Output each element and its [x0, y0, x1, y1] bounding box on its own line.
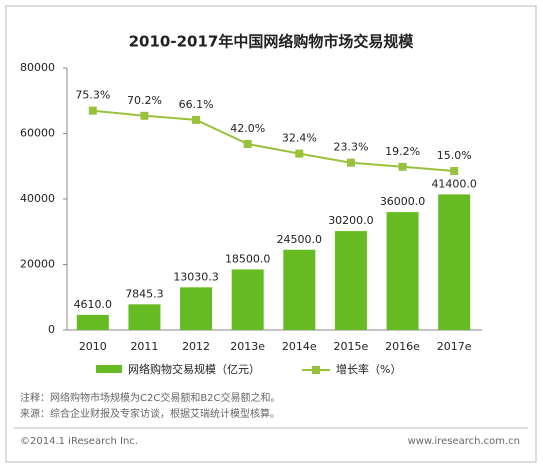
line-marker — [346, 158, 355, 167]
legend-label: 增长率（%） — [336, 362, 401, 376]
legend-swatch — [96, 365, 122, 373]
x-tick-label: 2017e — [437, 340, 472, 353]
y-tick-label: 20000 — [20, 258, 55, 271]
y-tick-label: 60000 — [20, 127, 55, 140]
x-tick-label: 2014e — [282, 340, 317, 353]
x-tick-label: 2016e — [385, 340, 420, 353]
footer-right: www.iresearch.com.cn — [408, 436, 520, 447]
x-tick-label: 2015e — [334, 340, 369, 353]
frame — [5, 5, 537, 463]
x-tick-label: 2013e — [230, 340, 265, 353]
bar-value-label: 36000.0 — [380, 195, 426, 208]
x-tick-label: 2010 — [79, 340, 107, 353]
y-tick-label: 40000 — [20, 192, 55, 205]
line-marker — [140, 111, 149, 120]
note: 来源：综合企业财报及专家访谈，根据艾瑞统计模型核算。 — [20, 407, 280, 420]
footer-left: ©2014.1 iResearch Inc. — [20, 436, 138, 447]
bar-value-label: 18500.0 — [225, 252, 271, 265]
line-marker — [192, 115, 201, 124]
bar-value-label: 13030.3 — [173, 270, 219, 283]
line-marker — [243, 140, 252, 148]
growth-line — [92, 109, 455, 172]
line-value-label: 66.1% — [179, 98, 214, 111]
line-value-label: 70.2% — [127, 94, 162, 107]
chart-title: 2010-2017年中国网络购物市场交易规模 — [129, 33, 415, 51]
bar — [231, 269, 264, 330]
bar — [128, 304, 161, 330]
bar — [283, 249, 316, 330]
legend-swatch — [312, 366, 320, 374]
y-tick-label: 0 — [48, 323, 55, 336]
line-marker — [88, 106, 97, 115]
line-marker — [398, 162, 407, 171]
line-marker — [295, 149, 304, 158]
bar-value-label: 24500.0 — [277, 233, 323, 246]
line-value-label: 23.3% — [333, 141, 368, 154]
x-tick-label: 2012 — [182, 340, 210, 353]
bar — [438, 194, 471, 330]
line-value-label: 42.0% — [230, 122, 265, 135]
line-value-label: 75.3% — [75, 89, 110, 102]
line-value-label: 15.0% — [437, 149, 472, 162]
bar-value-label: 30200.0 — [328, 214, 374, 227]
bar — [386, 212, 419, 330]
bar-value-label: 4610.0 — [74, 298, 113, 311]
line-value-label: 19.2% — [385, 145, 420, 158]
y-tick-label: 80000 — [20, 61, 55, 74]
note: 注释：网络购物市场规模为C2C交易额和B2C交易额之和。 — [20, 391, 281, 404]
bar-value-label: 41400.0 — [431, 177, 477, 190]
bar — [334, 231, 367, 330]
x-tick-label: 2011 — [130, 340, 158, 353]
line-value-label: 32.4% — [282, 132, 317, 145]
bar-value-label: 7845.3 — [125, 287, 164, 300]
line-marker — [450, 167, 459, 175]
legend-label: 网络购物交易规模（亿元） — [128, 362, 260, 376]
bar — [76, 314, 109, 330]
bar — [180, 287, 213, 330]
